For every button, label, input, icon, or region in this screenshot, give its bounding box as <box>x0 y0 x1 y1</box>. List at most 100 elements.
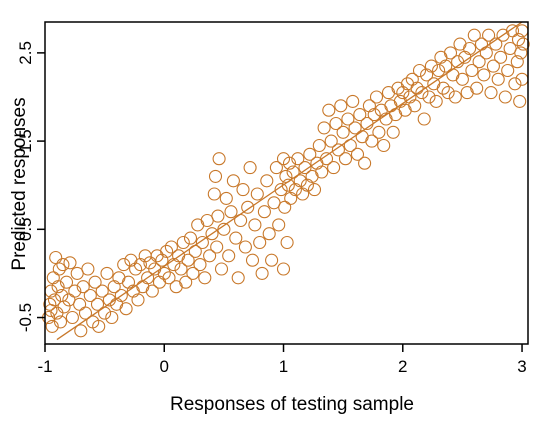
data-point <box>181 253 195 267</box>
data-point <box>434 50 448 64</box>
data-point <box>124 253 138 267</box>
data-point <box>446 68 460 82</box>
data-point <box>398 103 412 117</box>
data-point <box>346 94 360 108</box>
data-point <box>117 258 131 272</box>
data-point <box>212 152 226 166</box>
data-point <box>288 183 302 197</box>
data-point <box>472 55 486 69</box>
data-point <box>386 125 400 139</box>
data-point <box>513 94 527 108</box>
data-point <box>465 63 479 78</box>
data-point <box>43 297 57 311</box>
data-point <box>219 191 233 205</box>
data-point <box>350 147 365 161</box>
data-point <box>207 187 221 201</box>
data-point <box>45 319 59 333</box>
data-point <box>436 81 450 95</box>
data-point <box>141 271 155 285</box>
data-point <box>222 249 236 263</box>
data-point <box>47 293 62 307</box>
data-point <box>455 72 469 86</box>
data-point <box>250 187 264 201</box>
data-point <box>65 310 79 325</box>
data-point <box>460 86 474 100</box>
data-point <box>226 174 240 188</box>
data-point <box>322 103 336 117</box>
data-point <box>56 258 70 272</box>
x-tick-label: 3 <box>517 357 526 376</box>
data-point <box>53 315 68 329</box>
x-tick-label: 0 <box>160 357 169 376</box>
data-point <box>162 271 176 285</box>
data-point <box>312 138 326 153</box>
data-point <box>74 324 88 338</box>
data-point <box>176 235 190 250</box>
data-point <box>417 112 431 126</box>
points-layer <box>42 24 530 338</box>
data-point <box>243 161 257 175</box>
data-point <box>229 231 243 245</box>
data-point <box>121 275 136 289</box>
x-tick-label: 2 <box>398 357 407 376</box>
data-point <box>305 169 319 183</box>
data-point <box>260 174 274 188</box>
reference-line <box>56 21 523 341</box>
data-point <box>245 253 260 267</box>
data-point <box>169 280 183 294</box>
data-point <box>238 240 252 254</box>
data-point <box>307 183 322 197</box>
data-point <box>365 134 379 148</box>
data-point <box>255 266 269 280</box>
data-point <box>511 33 526 47</box>
data-point <box>498 90 512 104</box>
data-point <box>95 284 109 298</box>
data-point <box>193 258 207 272</box>
data-point <box>422 90 436 104</box>
data-point <box>73 297 87 311</box>
data-point <box>284 191 298 205</box>
x-tick-label: -1 <box>37 357 52 376</box>
data-point <box>57 300 71 314</box>
data-point <box>443 46 458 60</box>
data-point <box>92 319 106 333</box>
y-tick-label: -0.5 <box>16 303 35 332</box>
data-point <box>282 156 297 170</box>
data-point <box>334 99 348 113</box>
data-point <box>453 37 467 51</box>
data-point <box>112 271 126 285</box>
data-point <box>389 108 403 122</box>
data-point <box>369 90 384 104</box>
data-point <box>81 262 95 276</box>
data-point <box>183 231 198 245</box>
data-point <box>198 271 212 285</box>
data-point <box>98 306 112 320</box>
data-point <box>52 262 66 276</box>
data-point <box>107 280 121 294</box>
y-tick-label: 1.5 <box>16 129 35 153</box>
data-point <box>68 284 82 298</box>
data-point <box>415 86 429 100</box>
data-point <box>272 218 286 232</box>
x-axis: -1 0 1 2 3 <box>37 344 527 376</box>
data-point <box>372 125 386 139</box>
data-point <box>49 250 63 265</box>
data-point <box>358 156 372 170</box>
data-point <box>400 77 415 91</box>
data-point <box>296 187 310 201</box>
data-point <box>211 209 225 223</box>
data-point <box>236 183 250 197</box>
data-point <box>269 161 283 175</box>
data-point <box>510 55 524 69</box>
data-point <box>110 297 124 311</box>
data-point <box>303 147 317 161</box>
data-point <box>105 310 119 325</box>
data-point <box>76 280 90 294</box>
data-point <box>482 28 496 42</box>
data-point <box>494 50 508 64</box>
data-point <box>374 103 388 117</box>
data-point <box>463 41 477 56</box>
data-point <box>241 200 255 214</box>
data-point <box>51 280 65 294</box>
data-point <box>336 125 350 139</box>
